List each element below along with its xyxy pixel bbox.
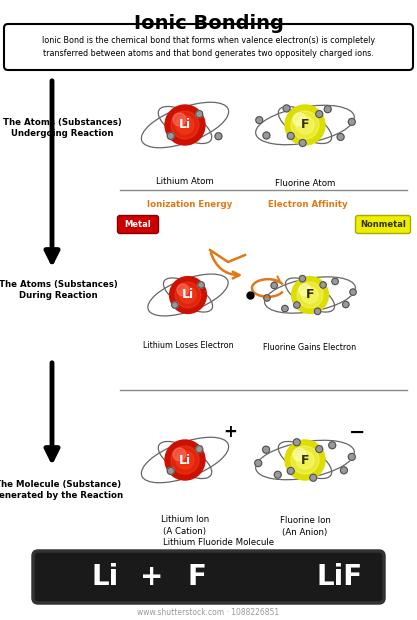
Circle shape — [350, 289, 356, 295]
Circle shape — [171, 446, 199, 474]
Circle shape — [291, 111, 319, 139]
Text: Fluorine Atom: Fluorine Atom — [275, 179, 335, 188]
Text: www.shutterstock.com · 1088226851: www.shutterstock.com · 1088226851 — [138, 608, 279, 617]
Text: Lithium Ion
(A Cation): Lithium Ion (A Cation) — [161, 515, 209, 536]
Circle shape — [296, 451, 314, 469]
Circle shape — [299, 284, 311, 296]
Circle shape — [293, 439, 300, 446]
FancyBboxPatch shape — [118, 216, 158, 234]
Circle shape — [293, 448, 306, 461]
Circle shape — [285, 440, 325, 480]
Circle shape — [263, 132, 270, 139]
Circle shape — [282, 305, 288, 312]
Text: Fluorine Gains Electron: Fluorine Gains Electron — [264, 343, 357, 352]
Text: Lithium Fluoride Molecule: Lithium Fluoride Molecule — [163, 538, 274, 547]
Circle shape — [348, 118, 355, 125]
Text: LiF: LiF — [317, 563, 363, 591]
Circle shape — [167, 467, 174, 474]
Circle shape — [310, 474, 317, 481]
Text: Li: Li — [179, 453, 191, 466]
Circle shape — [274, 471, 281, 478]
Text: The Molecule (Substance)
Generated by the Reaction: The Molecule (Substance) Generated by th… — [0, 480, 123, 500]
Circle shape — [165, 440, 205, 480]
Text: Metal: Metal — [125, 220, 151, 229]
Circle shape — [198, 281, 204, 288]
Text: F: F — [301, 118, 309, 131]
Text: Lithium Atom: Lithium Atom — [156, 177, 214, 186]
Circle shape — [316, 110, 323, 118]
Text: Fluorine Ion
(An Anion): Fluorine Ion (An Anion) — [279, 516, 330, 537]
Text: −: − — [349, 422, 365, 441]
Text: F: F — [188, 563, 206, 591]
Circle shape — [173, 448, 186, 461]
Text: +: + — [140, 563, 164, 591]
Circle shape — [299, 140, 306, 146]
Circle shape — [340, 467, 347, 474]
Circle shape — [170, 277, 206, 313]
Circle shape — [348, 453, 355, 461]
Circle shape — [291, 446, 319, 474]
Circle shape — [255, 459, 262, 467]
Circle shape — [329, 442, 336, 449]
Circle shape — [294, 302, 300, 308]
Circle shape — [196, 446, 203, 453]
Text: Electron Affinity: Electron Affinity — [268, 200, 348, 209]
Circle shape — [167, 133, 174, 140]
Circle shape — [263, 446, 269, 453]
Circle shape — [332, 278, 338, 285]
Circle shape — [176, 116, 194, 134]
Circle shape — [283, 105, 290, 112]
FancyBboxPatch shape — [33, 551, 384, 603]
Text: Ionic Bond is the chemical bond that forms when valence electron(s) is completel: Ionic Bond is the chemical bond that for… — [42, 36, 375, 58]
Circle shape — [215, 133, 222, 140]
Circle shape — [297, 282, 323, 308]
Circle shape — [196, 110, 203, 118]
Text: Ionization Energy: Ionization Energy — [147, 200, 233, 209]
Circle shape — [287, 467, 294, 474]
Circle shape — [165, 105, 205, 145]
Circle shape — [271, 282, 277, 289]
Text: The Atoms (Substances)
Undergoing Reaction: The Atoms (Substances) Undergoing Reacti… — [3, 118, 121, 138]
Text: Ionic Bonding: Ionic Bonding — [133, 14, 284, 33]
Text: +: + — [223, 423, 237, 441]
Circle shape — [172, 302, 178, 308]
Circle shape — [320, 281, 327, 288]
Circle shape — [285, 105, 325, 145]
Circle shape — [293, 113, 306, 126]
Text: Nonmetal: Nonmetal — [360, 220, 406, 229]
Circle shape — [264, 294, 270, 301]
Text: Lithium Loses Electron: Lithium Loses Electron — [143, 341, 234, 350]
Circle shape — [337, 133, 344, 140]
Circle shape — [291, 277, 329, 313]
Circle shape — [177, 284, 189, 296]
Circle shape — [296, 116, 314, 134]
Text: F: F — [306, 288, 314, 301]
Text: Li: Li — [91, 563, 118, 591]
Circle shape — [316, 446, 323, 453]
Text: Li: Li — [179, 118, 191, 131]
Circle shape — [180, 286, 196, 303]
Text: Li: Li — [182, 288, 194, 301]
Circle shape — [299, 275, 306, 282]
Circle shape — [173, 113, 186, 126]
Circle shape — [171, 111, 199, 139]
Circle shape — [175, 282, 201, 308]
Circle shape — [287, 133, 294, 140]
Circle shape — [314, 308, 321, 314]
Circle shape — [176, 451, 194, 469]
Circle shape — [324, 105, 331, 113]
Circle shape — [302, 286, 318, 303]
Circle shape — [343, 301, 349, 308]
FancyBboxPatch shape — [356, 216, 410, 234]
FancyBboxPatch shape — [4, 24, 413, 70]
Circle shape — [256, 117, 263, 123]
Text: F: F — [301, 453, 309, 466]
Text: The Atoms (Substances)
During Reaction: The Atoms (Substances) During Reaction — [0, 280, 117, 301]
